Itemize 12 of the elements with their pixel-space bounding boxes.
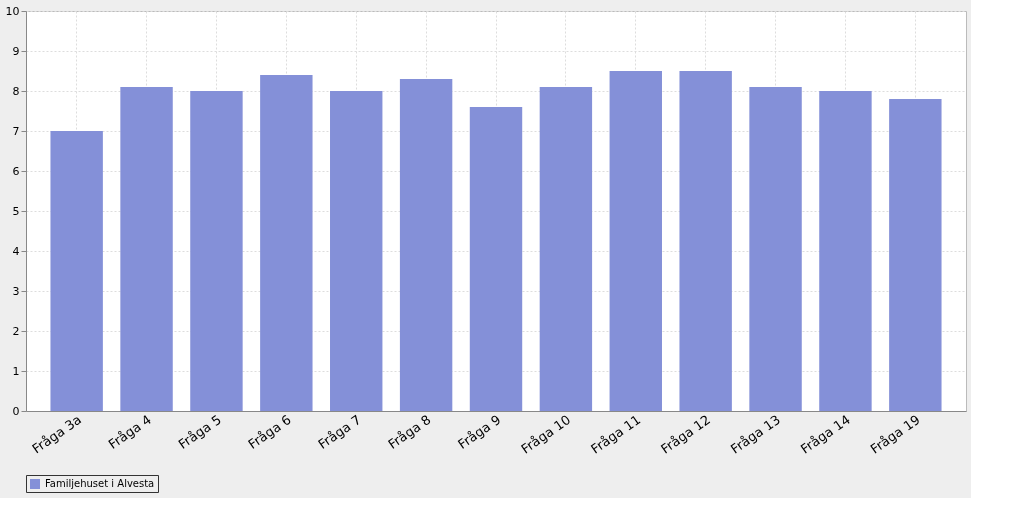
y-tick-label: 9 <box>12 44 20 58</box>
y-tick-label: 4 <box>12 244 20 258</box>
y-tick-label: 8 <box>12 84 20 98</box>
y-tick-label: 3 <box>12 284 20 298</box>
y-tick-label: 10 <box>5 4 20 18</box>
y-tick-label: 0 <box>12 404 20 418</box>
y-tick-label: 6 <box>12 164 20 178</box>
y-tick-label: 1 <box>12 364 20 378</box>
y-tick-label: 7 <box>12 124 20 138</box>
y-tick-label: 2 <box>12 324 20 338</box>
legend-label: Familjehuset i Alvesta <box>45 478 155 489</box>
y-tick-label: 5 <box>12 204 20 218</box>
